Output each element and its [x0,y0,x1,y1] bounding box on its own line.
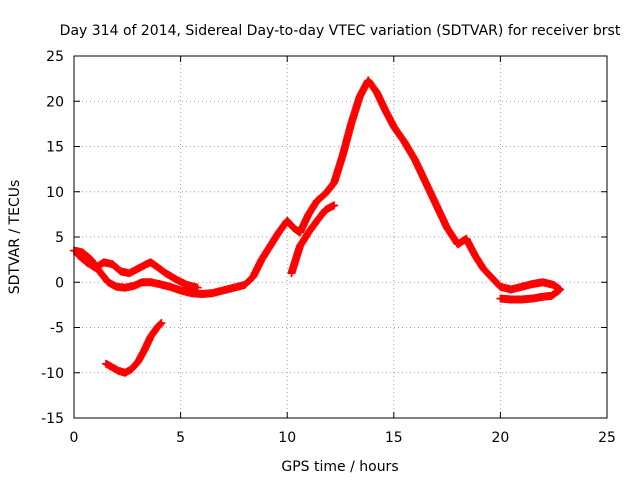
data-point-marker [193,283,202,292]
y-tick-label: 25 [46,49,64,65]
chart-title: Day 314 of 2014, Sidereal Day-to-day VTE… [60,23,621,39]
series-main-trace [70,76,565,304]
x-tick-label: 0 [70,430,79,446]
series-upper-loop [74,251,202,292]
y-tick-label: 5 [55,230,64,246]
plot-frame [73,55,608,419]
x-tick-label: 15 [385,430,403,446]
y-tick-label: -15 [41,411,64,427]
grid [74,56,607,418]
data-point-marker [157,318,166,327]
x-tick-label: 20 [491,430,509,446]
y-tick-label: 15 [46,140,64,156]
x-tick-label: 5 [176,430,185,446]
y-tick-label: 0 [55,275,64,291]
axis-ticks: 0 5 10 15 20 25 -15 -10 -5 0 5 10 15 20 25 [41,49,616,446]
data-series [70,76,565,377]
y-tick-label: -5 [50,321,64,337]
y-tick-label: 10 [46,185,64,201]
y-tick-label: -10 [41,366,64,382]
data-point-marker [156,319,165,328]
x-axis-label: GPS time / hours [281,459,398,475]
x-tick-label: 10 [278,430,296,446]
data-point-marker [496,294,505,303]
data-point-marker [330,201,339,210]
series-low-segment [101,318,166,377]
y-tick-label: 20 [46,94,64,110]
data-point-marker [155,320,164,329]
series-branch [287,201,339,278]
y-axis-label: SDTVAR / TECUs [7,180,23,295]
x-tick-label: 25 [598,430,616,446]
